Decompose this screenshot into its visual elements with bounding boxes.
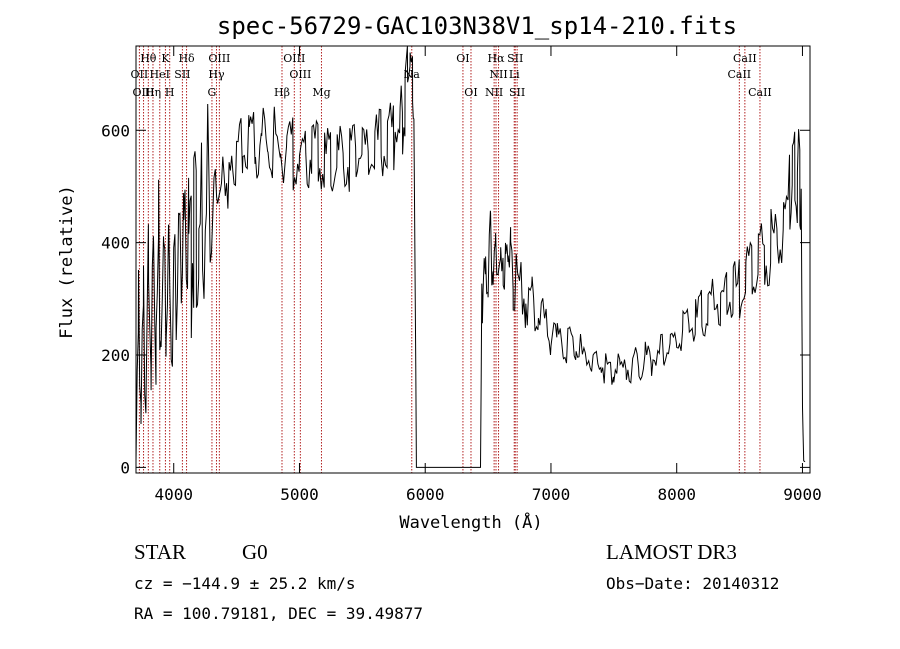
chart-title: spec-56729-GAC103N38V1_sp14-210.fits — [217, 12, 737, 40]
marker-label-22: Hβ — [274, 86, 290, 99]
marker-label-13: OIII — [289, 68, 311, 81]
y-tick-label-2: 400 — [101, 234, 130, 253]
y-tick-label-0: 0 — [120, 458, 130, 477]
x-axis-label: Wavelength (Å) — [399, 511, 542, 533]
marker-label-11: SII — [174, 68, 190, 81]
marker-label-25: NII — [485, 86, 503, 99]
x-axis: 4000 5000 6000 7000 8000 9000 — [154, 46, 822, 504]
marker-label-8: CaII — [733, 52, 757, 65]
marker-label-2: Hδ — [178, 52, 195, 65]
x-tick-label-5: 9000 — [783, 485, 822, 504]
marker-label-7: SII — [507, 52, 523, 65]
x-tick-label-2: 6000 — [406, 485, 445, 504]
marker-label-0: Hθ — [140, 52, 157, 65]
observation-date: Obs−Date: 20140312 — [606, 574, 780, 593]
object-class: STAR — [134, 540, 186, 564]
marker-label-4: OIII — [283, 52, 305, 65]
marker-label-3: OIII — [208, 52, 230, 65]
y-axis: 0 200 400 600 — [101, 121, 810, 477]
x-tick-label-1: 5000 — [280, 485, 319, 504]
y-tick-label-1: 200 — [101, 346, 130, 365]
marker-label-14: Na — [404, 68, 421, 81]
line-markers — [138, 46, 761, 473]
marker-label-9: OII — [131, 68, 149, 81]
survey-name: LAMOST DR3 — [606, 540, 737, 564]
marker-label-12: Hγ — [208, 68, 225, 81]
y-axis-label: Flux (relative) — [57, 185, 77, 339]
x-tick-label-3: 7000 — [532, 485, 571, 504]
marker-label-1: K — [161, 52, 170, 65]
marker-label-16: Li — [509, 68, 520, 81]
marker-label-19: Hη — [145, 86, 161, 99]
marker-label-5: OI — [456, 52, 469, 65]
marker-label-10: HeI — [150, 68, 170, 81]
marker-label-6: Hα — [487, 52, 505, 65]
plot-frame — [135, 45, 811, 474]
x-tick-label-4: 8000 — [657, 485, 696, 504]
x-tick-label-0: 4000 — [154, 485, 193, 504]
marker-label-27: CaII — [748, 86, 772, 99]
spectrum-line — [135, 45, 806, 468]
object-subclass: G0 — [242, 540, 268, 564]
marker-label-24: OI — [464, 86, 477, 99]
coordinates: RA = 100.79181, DEC = 39.49877 — [134, 604, 423, 623]
marker-label-26: SII — [509, 86, 525, 99]
marker-label-17: CaII — [727, 68, 751, 81]
marker-label-23: Mg — [312, 86, 330, 99]
redshift-info: cz = −144.9 ± 25.2 km/s — [134, 574, 356, 593]
marker-label-20: H — [165, 86, 175, 99]
marker-label-18: OIII — [133, 86, 155, 99]
marker-label-15: NII — [489, 68, 507, 81]
y-tick-label-3: 600 — [101, 121, 130, 140]
marker-label-21: G — [208, 86, 217, 99]
